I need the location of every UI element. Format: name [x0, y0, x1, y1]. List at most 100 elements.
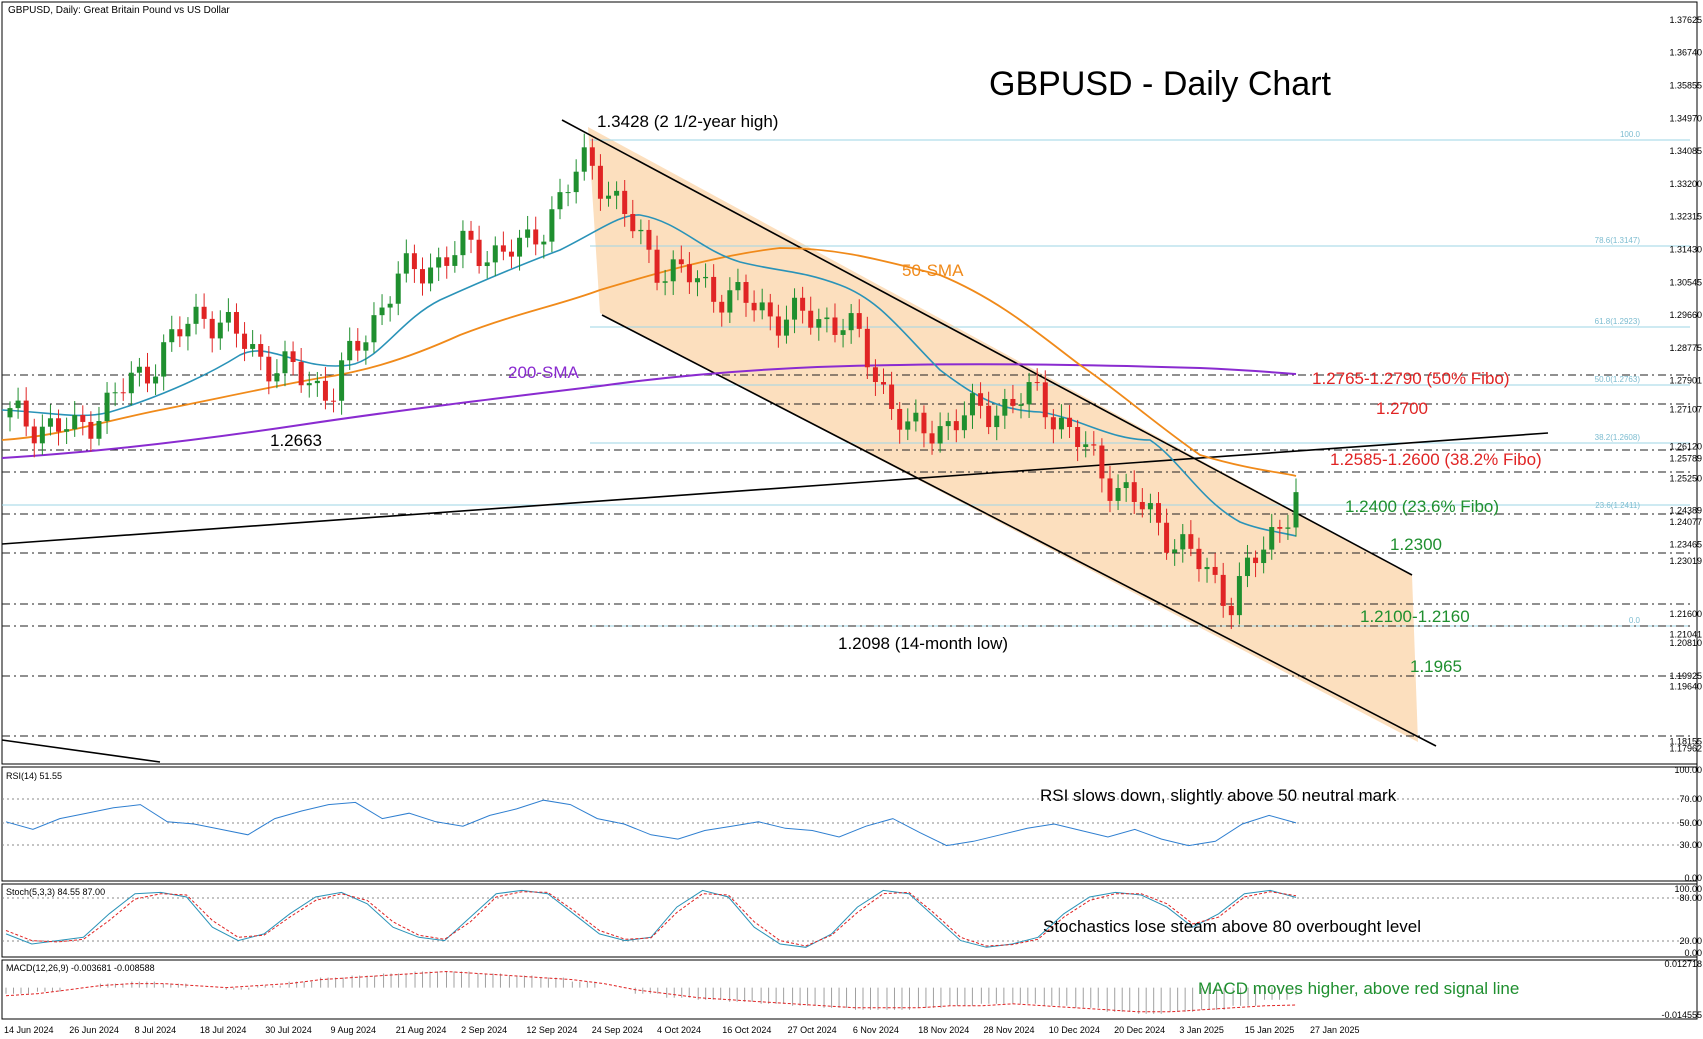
candle-body: [1196, 548, 1202, 570]
candle-body: [1147, 503, 1153, 510]
candle-body: [1293, 492, 1299, 528]
price-tick-label: 1.36740: [1669, 48, 1702, 58]
time-tick-label: 26 Jun 2024: [69, 1025, 119, 1035]
candle-body: [792, 297, 798, 320]
candle-body: [217, 322, 223, 339]
candle-body: [872, 367, 878, 383]
candle-body: [1107, 478, 1113, 501]
candle-body: [274, 373, 280, 382]
candle-body: [363, 342, 369, 351]
time-tick-label: 27 Jan 2025: [1310, 1025, 1360, 1035]
candle-body: [250, 344, 256, 349]
stoch-signal-line: [5, 891, 1297, 947]
candle-body: [808, 310, 814, 328]
stoch-levels: [2, 897, 1690, 942]
time-tick-label: 24 Sep 2024: [592, 1025, 643, 1035]
candle-body: [589, 147, 595, 166]
candle-body: [913, 412, 919, 422]
candle-body: [1164, 522, 1170, 553]
long-term-trend-line: [1, 432, 1549, 545]
candle-body: [1026, 382, 1032, 405]
fibo-label: 23.6(1.2411): [1595, 501, 1640, 510]
fibo-label: 0.0: [1629, 616, 1641, 625]
price-tick-label: 1.28775: [1669, 343, 1702, 353]
candle-body: [403, 253, 409, 274]
candle-body: [144, 366, 150, 384]
candle-body: [1236, 576, 1242, 616]
candle-body: [929, 433, 935, 444]
candle-body: [711, 276, 717, 302]
candle-body: [525, 229, 531, 238]
candle-body: [347, 340, 353, 361]
candle-body: [1244, 557, 1250, 577]
candle-body: [266, 356, 272, 382]
osc-tick-label: 50.00: [1679, 818, 1702, 828]
candle-body: [339, 360, 345, 401]
price-tick-label: 1.34970: [1669, 113, 1702, 123]
symbol-header: GBPUSD, Daily: Great Britain Pound vs US…: [8, 5, 230, 16]
candle-body: [767, 302, 773, 317]
osc-tick-label: 0.00: [1684, 873, 1702, 883]
lower-trend-line: [1, 739, 161, 763]
candle-body: [800, 297, 806, 311]
candle-body: [209, 318, 215, 339]
candle-body: [1220, 574, 1226, 606]
candle-body: [298, 362, 304, 386]
level-label: 1.1965: [1410, 657, 1462, 676]
rsi-axis: 100.00 70.00 50.00 30.00 0.00: [1674, 765, 1702, 883]
level-label: 1.2100-1.2160: [1360, 607, 1470, 626]
rsi-annotation: RSI slows down, slightly above 50 neutra…: [1040, 786, 1397, 805]
candle-body: [72, 415, 78, 430]
stoch-title: Stoch(5,3,3) 84.55 87.00: [6, 887, 105, 897]
high-annotation: 1.3428 (2 1/2-year high): [597, 112, 778, 131]
candle-body: [686, 264, 692, 283]
fibo-label: 100.0: [1620, 130, 1641, 139]
candle-body: [1277, 527, 1283, 529]
candle-body: [1156, 503, 1162, 523]
candle-body: [185, 323, 191, 337]
candle-body: [1261, 549, 1267, 564]
price-tick-label: 1.27107: [1669, 405, 1702, 415]
candle-body: [1115, 488, 1121, 501]
candle-body: [39, 426, 45, 444]
candle-body: [419, 269, 425, 284]
macd-annotation: MACD moves higher, above red signal line: [1198, 979, 1519, 998]
channel-upper-line: [561, 119, 1413, 576]
candle-body: [1050, 417, 1056, 430]
candle-body: [573, 171, 579, 193]
level-label: 1.2300: [1390, 535, 1442, 554]
candle-body: [824, 317, 830, 320]
price-tick-label: 1.30545: [1669, 277, 1702, 287]
stoch-panel-frame: [1, 883, 1698, 958]
sma50-line: [1, 247, 1297, 477]
candle-body: [816, 319, 822, 328]
candle-body: [1002, 398, 1008, 416]
osc-tick-label: -0.014555: [1661, 1010, 1702, 1020]
candle-body: [161, 342, 167, 377]
candle-body: [889, 384, 895, 409]
candle-body: [549, 209, 555, 242]
candle-body: [994, 415, 1000, 428]
level-label: 1.2400 (23.6% Fibo): [1345, 497, 1499, 516]
candle-body: [1212, 566, 1218, 575]
candle-body: [533, 229, 539, 245]
candle-body: [719, 301, 725, 313]
candle-body: [1091, 444, 1097, 446]
candle-body: [80, 415, 86, 422]
candle-body: [557, 192, 563, 210]
candle-body: [1253, 557, 1259, 564]
candle-body: [452, 255, 458, 266]
price-tick-label: 1.31430: [1669, 244, 1702, 254]
sma50-label: 50-SMA: [902, 261, 964, 280]
candle-body: [484, 262, 490, 267]
price-tick-label: 1.25250: [1669, 474, 1702, 484]
candle-body: [654, 249, 660, 283]
candle-body: [23, 400, 29, 427]
candle-body: [428, 267, 434, 284]
low-annotation: 1.2098 (14-month low): [838, 634, 1008, 653]
fibo-label: 50.0(1.2763): [1595, 375, 1641, 384]
price-tick-label: 1.29660: [1669, 310, 1702, 320]
price-tick-label: 1.25789: [1669, 454, 1702, 464]
candle-body: [743, 282, 749, 303]
